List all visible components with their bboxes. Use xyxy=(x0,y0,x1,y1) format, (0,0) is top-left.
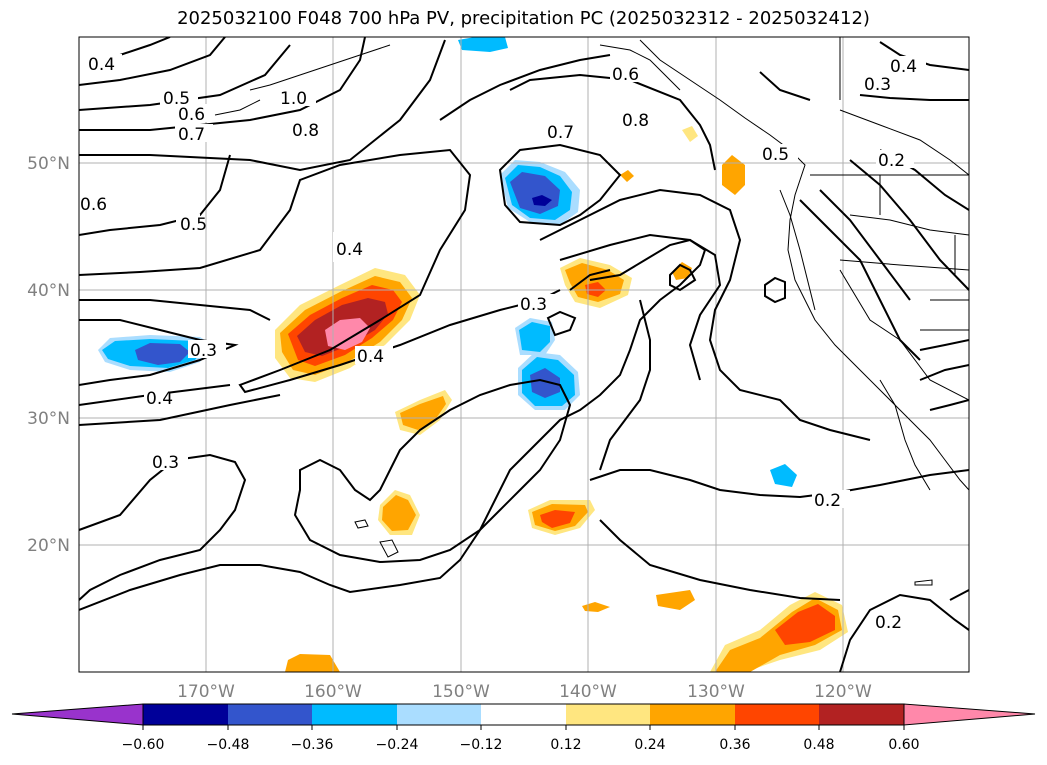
colorbar-extend-min xyxy=(11,703,144,726)
contour-label: 0.4 xyxy=(336,240,363,260)
contour-label: 0.2 xyxy=(875,613,902,633)
map-border xyxy=(78,36,970,673)
lat-label: 20°N xyxy=(27,536,70,556)
contour-label: 0.7 xyxy=(178,125,205,145)
contour-label: 0.7 xyxy=(547,123,574,143)
colorbar-segment xyxy=(819,704,904,725)
colorbar: −0.60 −0.48 −0.36 −0.24 −0.12 0.12 0.24 … xyxy=(11,703,1036,753)
colorbar-segment xyxy=(312,704,397,725)
lat-label: 40°N xyxy=(27,281,70,301)
contour-label: 1.0 xyxy=(280,89,307,109)
colorbar-tick-label: −0.12 xyxy=(460,737,503,753)
contour-label: 0.8 xyxy=(622,111,649,131)
contour-label: 0.6 xyxy=(178,105,205,125)
contour-label: 0.3 xyxy=(152,453,179,473)
contour-label: 0.3 xyxy=(520,295,547,315)
colorbar-segment xyxy=(735,704,819,725)
colorbar-tick-label: −0.36 xyxy=(291,737,334,753)
colorbar-tick-label: −0.60 xyxy=(122,737,165,753)
lat-label: 30°N xyxy=(27,409,70,429)
colorbar-extend-max xyxy=(903,703,1036,726)
contour-label: 0.4 xyxy=(146,389,173,409)
contour-label: 0.2 xyxy=(878,151,905,171)
lon-label: 170°W xyxy=(177,682,235,702)
contour-label: 0.3 xyxy=(190,341,217,361)
lon-label: 150°W xyxy=(432,682,490,702)
contour-label: 0.5 xyxy=(762,145,789,165)
colorbar-tick-label: 0.12 xyxy=(550,737,581,753)
contour-label: 0.3 xyxy=(864,75,891,95)
contour-label: 0.2 xyxy=(814,491,841,511)
lon-label: 140°W xyxy=(559,682,617,702)
contour-label: 0.6 xyxy=(80,195,107,215)
colorbar-segment xyxy=(143,704,228,725)
colorbar-segment xyxy=(650,704,735,725)
colorbar-tick-label: −0.24 xyxy=(376,737,419,753)
contour-label: 0.4 xyxy=(357,347,384,367)
lon-label: 160°W xyxy=(304,682,362,702)
lon-label: 130°W xyxy=(687,682,745,702)
colorbar-tick-label: 0.60 xyxy=(888,737,919,753)
contour-label: 0.6 xyxy=(612,65,639,85)
colorbar-tick-label: −0.48 xyxy=(207,737,250,753)
contour-labels: 0.4 0.5 0.6 0.7 1.0 0.8 0.6 0.7 0.8 0.6 … xyxy=(79,54,926,633)
coastlines xyxy=(214,37,969,586)
colorbar-tick-label: 0.36 xyxy=(719,737,750,753)
colorbar-segment xyxy=(397,704,481,725)
contour-label: 0.5 xyxy=(180,215,207,235)
colorbar-tick-label: 0.24 xyxy=(634,737,665,753)
north-america-coast xyxy=(639,39,969,491)
plot-title: 2025032100 F048 700 hPa PV, precipitatio… xyxy=(177,8,870,29)
contour-label: 0.4 xyxy=(88,55,115,75)
graticule xyxy=(79,37,969,672)
colorbar-tick-label: 0.48 xyxy=(803,737,834,753)
colorbar-segment xyxy=(566,704,650,725)
pv-contours xyxy=(79,37,969,672)
lat-label: 50°N xyxy=(27,154,70,174)
contour-label: 0.8 xyxy=(292,121,319,141)
contour-label: 0.4 xyxy=(890,57,917,77)
precip-shading xyxy=(98,37,848,672)
colorbar-segment xyxy=(481,704,566,725)
lon-label: 120°W xyxy=(814,682,872,702)
colorbar-segment xyxy=(228,704,312,725)
